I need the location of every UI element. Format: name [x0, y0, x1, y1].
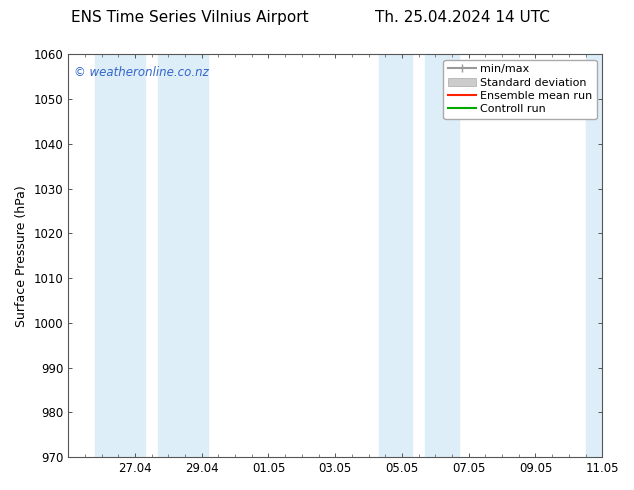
- Bar: [95, 54, 145, 457]
- Text: ENS Time Series Vilnius Airport: ENS Time Series Vilnius Airport: [72, 10, 309, 24]
- Legend: min/max, Standard deviation, Ensemble mean run, Controll run: min/max, Standard deviation, Ensemble me…: [443, 60, 597, 119]
- Bar: [586, 54, 602, 457]
- Text: © weatheronline.co.nz: © weatheronline.co.nz: [74, 66, 208, 79]
- Y-axis label: Surface Pressure (hPa): Surface Pressure (hPa): [15, 185, 28, 327]
- Bar: [158, 54, 209, 457]
- Text: Th. 25.04.2024 14 UTC: Th. 25.04.2024 14 UTC: [375, 10, 550, 24]
- Bar: [425, 54, 459, 457]
- Bar: [378, 54, 412, 457]
